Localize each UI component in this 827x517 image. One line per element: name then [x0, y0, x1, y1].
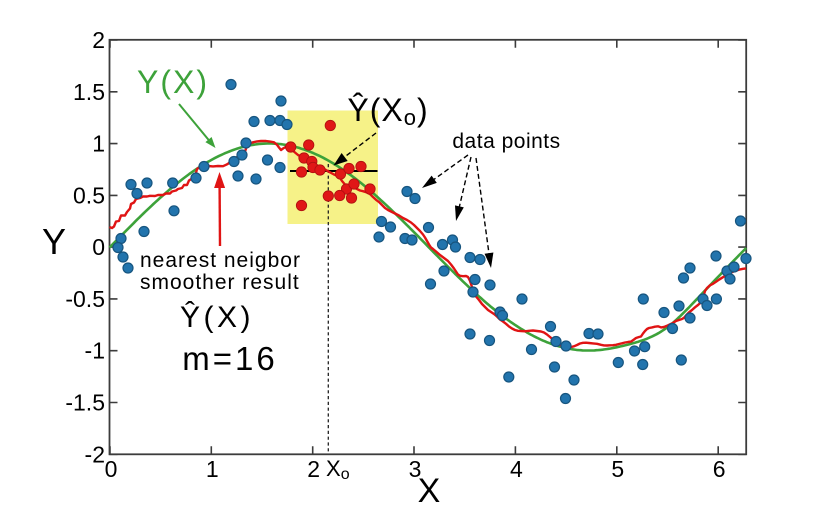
- svg-text:0: 0: [105, 456, 118, 482]
- svg-text:smoother result: smoother result: [140, 271, 300, 294]
- svg-text:Ŷ(Xo): Ŷ(Xo): [347, 92, 428, 130]
- svg-text:0.5: 0.5: [73, 182, 105, 208]
- svg-text:2: 2: [307, 456, 320, 482]
- svg-text:-2: -2: [85, 441, 105, 467]
- svg-text:X: X: [418, 472, 441, 510]
- svg-text:0: 0: [92, 234, 105, 260]
- svg-text:-1.5: -1.5: [65, 390, 105, 416]
- svg-text:1.5: 1.5: [73, 79, 105, 105]
- svg-text:3: 3: [409, 456, 422, 482]
- svg-text:6: 6: [713, 456, 726, 482]
- svg-text:data points: data points: [452, 130, 560, 153]
- svg-text:m=16: m=16: [182, 340, 277, 377]
- svg-text:4: 4: [510, 456, 523, 482]
- svg-text:5: 5: [611, 456, 624, 482]
- svg-text:1: 1: [206, 456, 219, 482]
- svg-text:1: 1: [92, 131, 105, 157]
- svg-text:Y(X): Y(X): [137, 64, 209, 100]
- svg-text:nearest neigbor: nearest neigbor: [140, 249, 301, 272]
- svg-text:2: 2: [92, 27, 105, 53]
- svg-text:Y: Y: [42, 221, 66, 262]
- svg-text:-1: -1: [85, 338, 105, 364]
- svg-text:Ŷ(X): Ŷ(X): [180, 301, 254, 334]
- svg-text:-0.5: -0.5: [65, 286, 105, 312]
